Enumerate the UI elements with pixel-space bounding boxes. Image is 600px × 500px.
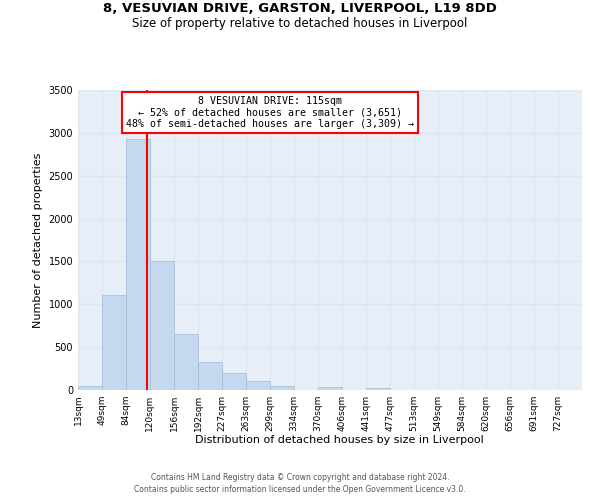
Bar (150, 260, 174, 390)
Bar (78, 386, 102, 390)
Bar (102, 295, 126, 390)
Text: Distribution of detached houses by size in Liverpool: Distribution of detached houses by size … (194, 435, 484, 445)
Bar (222, 373, 246, 390)
Text: Contains HM Land Registry data © Crown copyright and database right 2024.: Contains HM Land Registry data © Crown c… (151, 472, 449, 482)
Text: 8 VESUVIAN DRIVE: 115sqm
← 52% of detached houses are smaller (3,651)
48% of sem: 8 VESUVIAN DRIVE: 115sqm ← 52% of detach… (125, 96, 413, 129)
Bar (174, 334, 198, 390)
Bar (198, 362, 222, 390)
Bar (318, 386, 342, 390)
Bar (365, 388, 390, 390)
Bar (270, 386, 294, 390)
Bar (246, 380, 270, 390)
Bar (126, 139, 150, 390)
Text: Size of property relative to detached houses in Liverpool: Size of property relative to detached ho… (133, 18, 467, 30)
Text: 8, VESUVIAN DRIVE, GARSTON, LIVERPOOL, L19 8DD: 8, VESUVIAN DRIVE, GARSTON, LIVERPOOL, L… (103, 2, 497, 16)
Text: Contains public sector information licensed under the Open Government Licence v3: Contains public sector information licen… (134, 485, 466, 494)
Y-axis label: Number of detached properties: Number of detached properties (33, 152, 43, 328)
